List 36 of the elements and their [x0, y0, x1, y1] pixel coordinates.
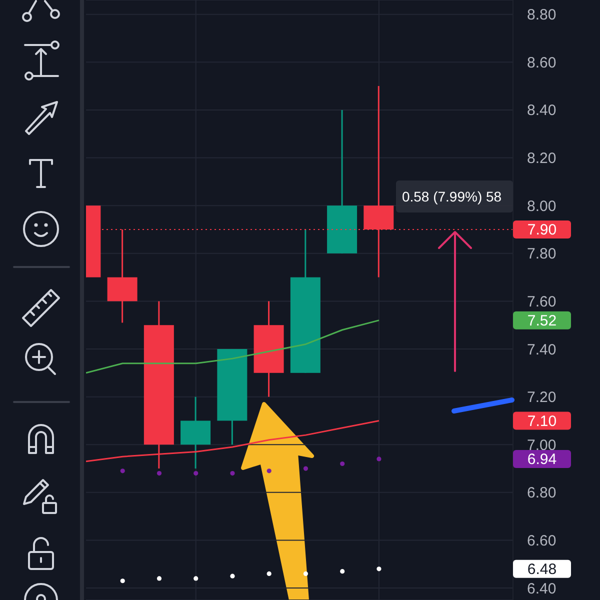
point: [194, 471, 198, 476]
point: [120, 578, 125, 584]
y-tick-label: 7.40: [527, 341, 556, 358]
y-tick-label: 8.80: [527, 6, 556, 24]
point: [230, 471, 235, 476]
y-tick-label: 7.20: [527, 389, 556, 406]
point: [340, 461, 345, 466]
point: [266, 571, 272, 576]
point: [156, 576, 162, 581]
y-tick-label: 8.40: [527, 102, 556, 120]
point: [376, 566, 382, 572]
text: 6.48: [527, 561, 557, 578]
y-tick-label: 8.00: [527, 198, 556, 215]
text: 7.10: [527, 412, 557, 430]
y-tick-label: 7.00: [527, 436, 556, 454]
y-tick-label: 6.60: [527, 532, 556, 550]
point: [194, 576, 198, 581]
text: 6.94: [527, 451, 557, 468]
y-tick-label: 7.60: [527, 293, 556, 310]
point: [230, 574, 235, 578]
y-tick-label: 7.80: [527, 246, 556, 263]
y-tick-label: 8.60: [527, 54, 556, 72]
point: [120, 468, 125, 474]
y-tick-label: 8.20: [527, 150, 556, 168]
y-tick-label: 6.80: [527, 484, 556, 502]
text: 7.52: [527, 312, 557, 330]
point: [303, 466, 308, 471]
point: [303, 571, 308, 576]
line-series: [86, 320, 380, 374]
ref-line-label: 7.90: [527, 222, 557, 239]
point: [340, 569, 345, 574]
point: [266, 468, 272, 474]
point: [156, 471, 162, 476]
text: 0.58 (7.99%) 58: [402, 188, 502, 204]
point: [376, 456, 382, 462]
y-tick-label: 6.40: [527, 580, 556, 598]
